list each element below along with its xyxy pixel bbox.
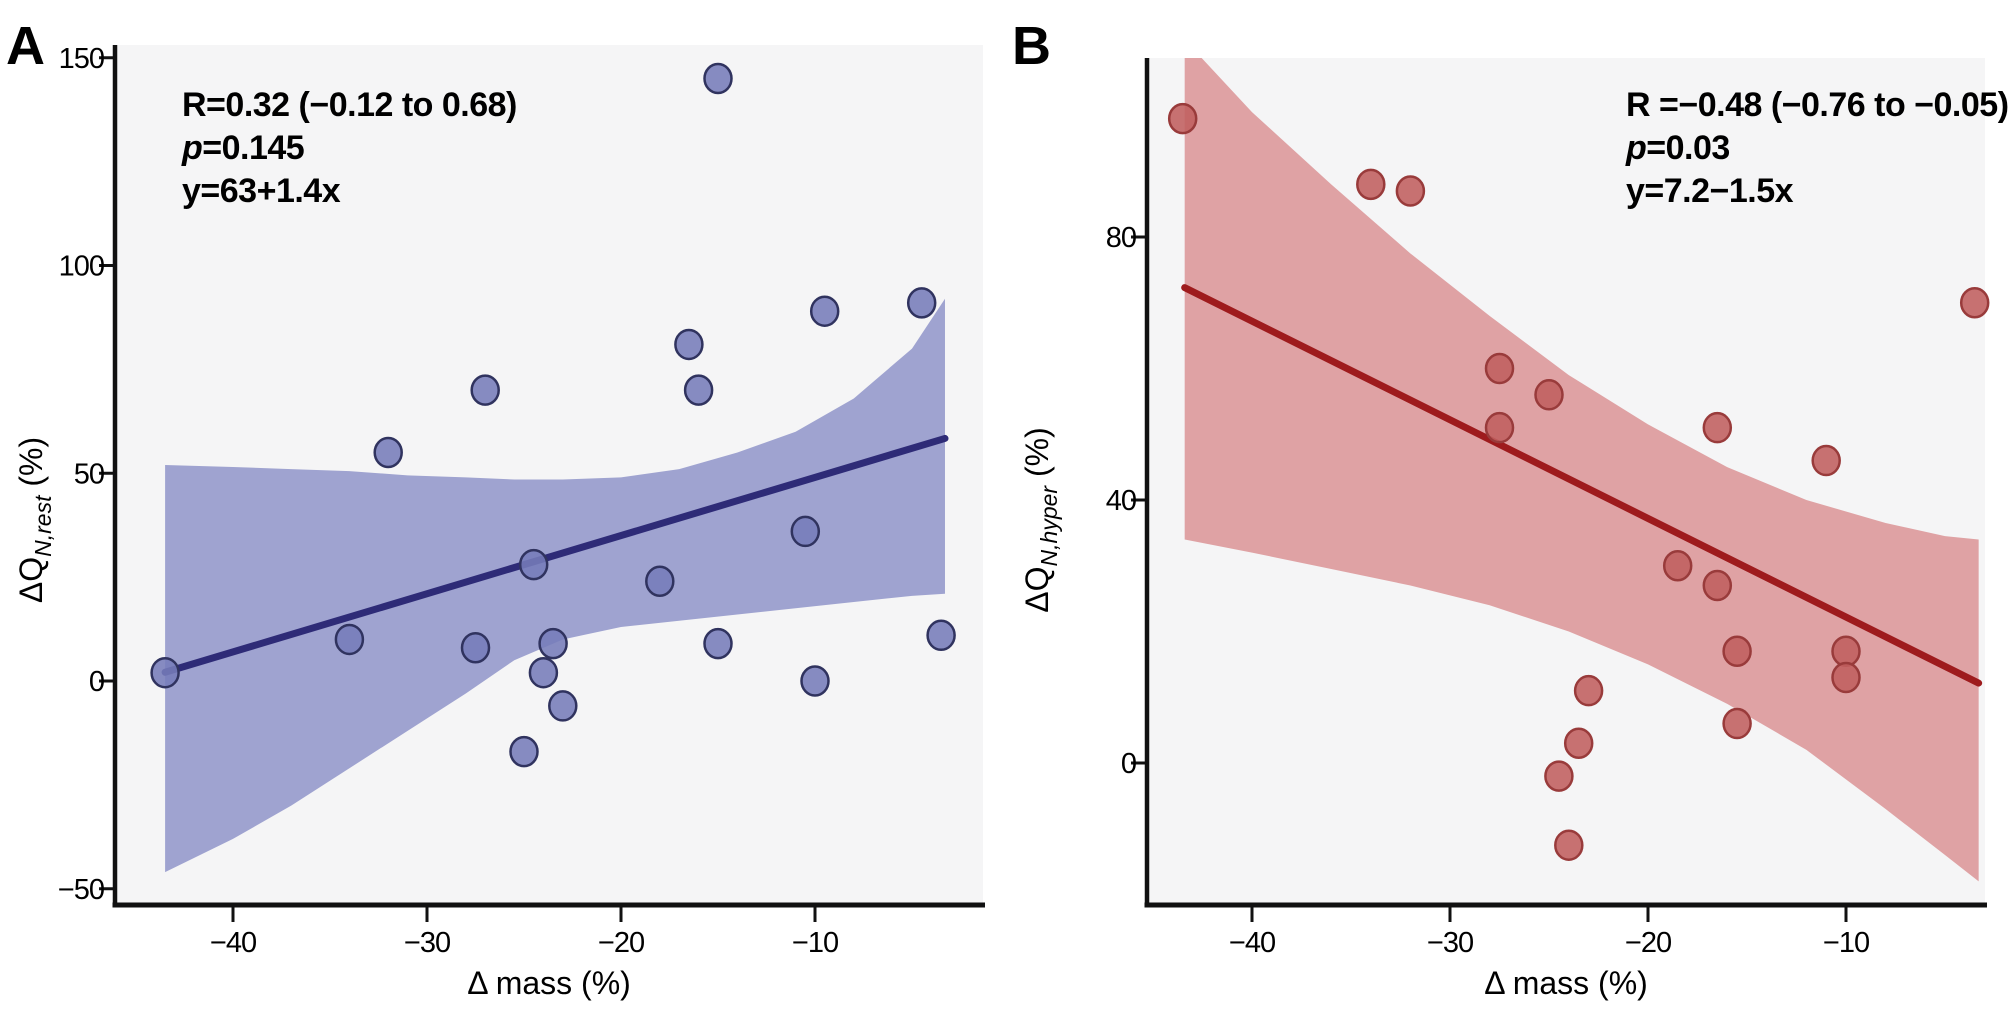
data-point xyxy=(645,565,675,598)
data-point xyxy=(1831,635,1861,667)
regression-line xyxy=(161,434,949,676)
data-point xyxy=(334,623,365,656)
data-point xyxy=(809,295,840,327)
panel-letter-b: B xyxy=(1012,16,1051,76)
y-axis-title-unit: (%) xyxy=(1019,427,1055,486)
data-point xyxy=(1722,635,1752,667)
data-point xyxy=(1544,760,1574,792)
data-point xyxy=(1167,102,1198,135)
y-tick-label: 40 xyxy=(1106,485,1136,517)
data-point xyxy=(460,632,491,664)
confidence-band xyxy=(1184,58,1979,882)
data-point xyxy=(373,436,403,469)
x-tick-label: −20 xyxy=(598,927,644,959)
data-point xyxy=(1811,444,1841,477)
data-point xyxy=(703,62,733,95)
data-point xyxy=(1534,379,1564,411)
annotation-p-rest: =0.03 xyxy=(1646,129,1730,167)
annotation-r-value: R=0.32 (−0.12 to 0.68) xyxy=(182,86,517,124)
data-point xyxy=(1831,661,1861,694)
data-point xyxy=(703,627,733,660)
data-point xyxy=(683,374,714,406)
x-tick-label: −30 xyxy=(1427,927,1473,959)
x-axis-title: Δ mass (%) xyxy=(1484,965,1648,1001)
y-tick-label: 80 xyxy=(1106,222,1136,254)
y-axis-title-unit: (%) xyxy=(13,437,49,496)
data-point xyxy=(509,735,539,768)
x-tick-label: −30 xyxy=(404,927,450,959)
data-point xyxy=(1702,569,1733,602)
data-point xyxy=(528,656,559,689)
data-point xyxy=(1554,829,1584,861)
data-point xyxy=(1722,707,1752,740)
data-point xyxy=(906,287,937,319)
data-point xyxy=(1702,411,1733,444)
annotation-p-symbol: p xyxy=(181,129,202,167)
data-point xyxy=(518,548,549,581)
x-tick-label: −40 xyxy=(1229,927,1275,959)
y-axis-title-main: ΔQ xyxy=(1019,566,1055,612)
y-axis-title-subscript: N,rest xyxy=(30,494,56,557)
y-tick-label: 150 xyxy=(59,43,104,75)
data-point xyxy=(470,374,500,406)
panel-b: 80 40 0 −40 −30 −20 −10 Δ mass (%) ΔQN,hyper (%)… xyxy=(1012,16,2009,1001)
annotation-p-rest: =0.145 xyxy=(202,129,304,167)
data-point xyxy=(1395,175,1426,207)
data-point xyxy=(1356,168,1386,201)
data-point xyxy=(1563,727,1594,760)
y-axis-title: ΔQN,hyper (%) xyxy=(1019,427,1062,612)
panel-a: 150 100 50 0 −50 −40 −30 −20 −10 Δ mass (%) ΔQN,re… xyxy=(6,16,985,1001)
x-axis-title: Δ mass (%) xyxy=(467,965,631,1001)
regression-line xyxy=(1181,284,1983,687)
y-tick-label: 0 xyxy=(89,666,104,698)
data-point xyxy=(1484,411,1515,444)
x-tick-label: −10 xyxy=(792,927,838,959)
data-point xyxy=(1484,352,1515,385)
data-point xyxy=(150,656,180,689)
data-point xyxy=(926,619,956,652)
annotation-r-value: R =−0.48 (−0.76 to −0.05) xyxy=(1626,86,2009,124)
y-tick-label: 0 xyxy=(1121,748,1136,780)
x-tick-label: −40 xyxy=(210,927,256,959)
y-tick-label: 100 xyxy=(59,251,104,283)
data-point xyxy=(800,665,830,697)
y-tick-label: 50 xyxy=(74,458,104,490)
annotation-p-symbol: p xyxy=(1625,129,1646,167)
data-point xyxy=(790,515,821,548)
y-tick-label: −50 xyxy=(58,874,104,906)
y-axis-title-main: ΔQ xyxy=(13,557,49,603)
data-point xyxy=(1662,550,1693,582)
data-point xyxy=(538,627,568,660)
y-axis-title-subscript: N,hyper xyxy=(1036,485,1062,567)
data-point xyxy=(1573,674,1604,707)
annotation-equation: y=63+1.4x xyxy=(182,172,341,210)
annotation-p-value: p=0.145 xyxy=(181,129,304,167)
data-point xyxy=(674,328,704,361)
data-point xyxy=(1959,287,1990,319)
x-tick-label: −10 xyxy=(1823,927,1869,959)
annotation-equation: y=7.2−1.5x xyxy=(1626,172,1794,210)
x-tick-label: −20 xyxy=(1625,927,1671,959)
annotation-p-value: p=0.03 xyxy=(1625,129,1730,167)
data-point xyxy=(548,690,578,722)
panel-letter-a: A xyxy=(6,16,45,76)
y-axis-title: ΔQN,rest (%) xyxy=(13,437,56,603)
confidence-band xyxy=(165,298,945,873)
